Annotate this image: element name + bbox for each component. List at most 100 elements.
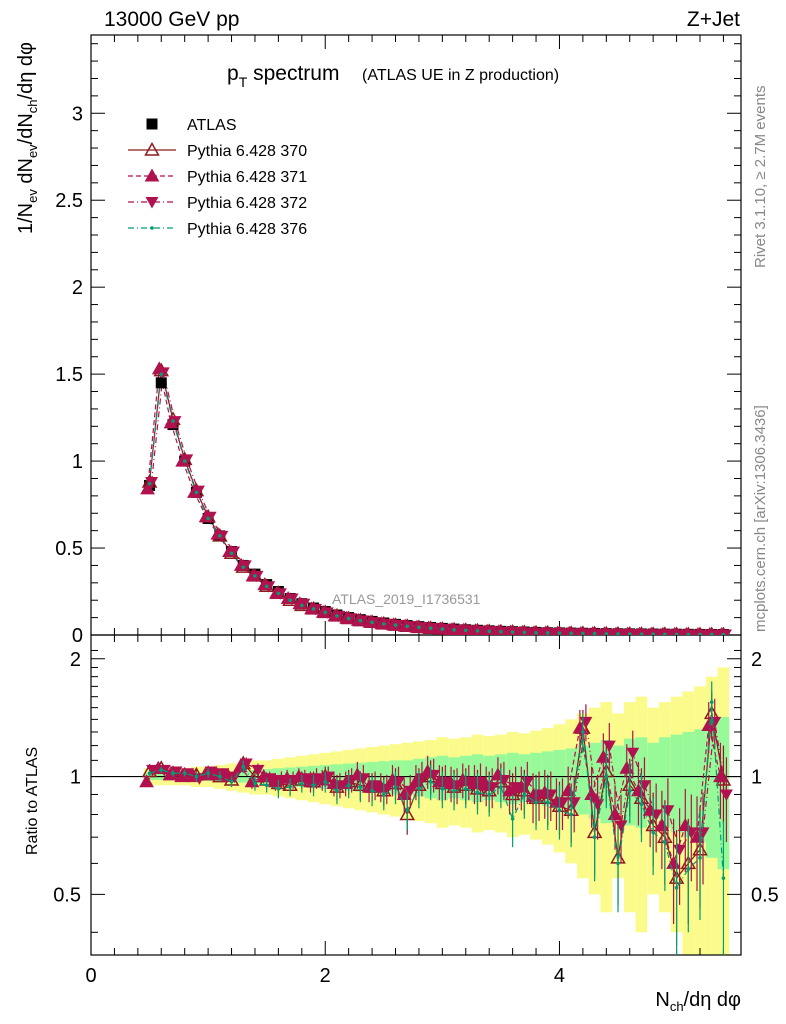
main-y-axis-label: 1/Nev dNev/dNch/dη dφ [15, 42, 40, 234]
ratio-series-point [614, 820, 628, 832]
main-series-point [651, 632, 655, 635]
ratio-series-point [381, 792, 386, 797]
main-series-point [484, 626, 498, 635]
main-series-point [709, 632, 714, 635]
main-series-point [206, 516, 210, 521]
inner-uncertainty-band [647, 742, 660, 819]
ratio-series-point [264, 783, 269, 788]
main-series-point [297, 598, 311, 611]
ratio-plot-frame [90, 634, 742, 956]
inner-uncertainty-band [612, 745, 624, 815]
ratio-series-point [274, 774, 288, 787]
inner-uncertainty-band [705, 721, 718, 858]
ratio-y-tick-label-right: 0.5 [751, 884, 779, 906]
main-series-point [496, 626, 510, 635]
ratio-series-point [499, 785, 503, 789]
ratio-series-point [545, 800, 550, 805]
main-series-point [288, 598, 292, 603]
main-series-point [180, 454, 194, 466]
legend-label: Pythia 6.428 370 [187, 143, 307, 160]
main-series-point [557, 631, 562, 635]
ratio-series-point [502, 783, 517, 797]
ratio-series-point [218, 774, 222, 779]
main-series-point [569, 631, 573, 635]
ratio-series-point [241, 764, 246, 769]
inner-uncertainty-band [553, 749, 566, 809]
chart-subtitle: (ATLAS UE in Z production) [362, 67, 559, 84]
ratio-series-point [335, 788, 339, 793]
legend-marker [146, 118, 158, 130]
main-y-tick-label: 2.5 [55, 190, 83, 212]
main-series-point [367, 617, 381, 629]
main-series-point [227, 546, 241, 559]
x-tick-label: 4 [554, 965, 565, 987]
main-series-point [440, 627, 445, 631]
main-series-point [370, 620, 374, 625]
main-series-point [379, 618, 393, 631]
main-series-point [545, 631, 550, 635]
inner-uncertainty-band [670, 734, 683, 833]
ratio-series-point [591, 799, 605, 811]
ratio-series-point [698, 856, 702, 860]
main-series-point [391, 619, 405, 632]
ratio-series-point [139, 774, 154, 788]
main-series-point [168, 416, 182, 428]
main-series-point [346, 616, 351, 621]
ratio-series-line [149, 702, 725, 890]
ratio-series-point [428, 779, 433, 784]
main-series-point [300, 603, 304, 608]
ratio-series-point [592, 835, 597, 839]
atlas-data-point [155, 377, 167, 389]
main-series-point [475, 629, 480, 633]
inner-uncertainty-band [659, 737, 671, 828]
main-series-point [250, 570, 264, 583]
main-series-point [381, 622, 386, 626]
main-series-point [674, 632, 679, 635]
legend: ATLAS Pythia 6.428 370 Pythia 6.428 371 Pyt… [128, 117, 307, 238]
main-series-point [218, 534, 222, 538]
ratio-series-point [626, 747, 640, 760]
ratio-series-point [229, 779, 234, 784]
legend-marker [145, 197, 159, 209]
ratio-series-point [159, 768, 164, 772]
main-series-point [487, 629, 491, 634]
ratio-series-point [452, 788, 456, 793]
main-series-point [449, 624, 463, 635]
main-series-point [191, 485, 205, 498]
main-series-point [159, 372, 164, 376]
x-tick-label: 0 [85, 965, 96, 987]
main-series-point [510, 630, 515, 634]
ratio-series-point [719, 789, 733, 801]
main-series-point [522, 630, 527, 635]
title-main: p [227, 62, 239, 85]
legend-marker [144, 168, 160, 182]
ratio-series-point [569, 812, 573, 817]
chart-title: pT spectrum (ATLAS UE in Z production) [227, 62, 559, 90]
main-series-point [140, 481, 155, 495]
ratio-series-point [534, 800, 538, 805]
main-series-point [581, 631, 585, 635]
x-tick-label: 2 [320, 965, 331, 987]
legend-label: Pythia 6.428 371 [187, 169, 307, 186]
ratio-y-tick-label-right: 2 [751, 649, 762, 671]
header-left-label: 13000 GeV pp [104, 8, 240, 31]
ratio-series-point [323, 779, 328, 784]
main-series-point [402, 621, 416, 633]
mcplots-label: mcplots.cern.ch [arXiv:1306.3436] [752, 405, 769, 632]
main-series-point [639, 632, 644, 635]
ratio-series-point [358, 785, 363, 789]
legend-marker [144, 141, 160, 156]
main-series-point [721, 632, 726, 635]
main-series-point [414, 622, 428, 634]
ratio-series-point [346, 783, 351, 788]
main-series-point [285, 593, 299, 605]
ratio-series-point [674, 885, 679, 890]
main-series-point [461, 625, 475, 635]
main-series-point [203, 511, 217, 524]
ratio-series-point [604, 774, 609, 779]
ratio-series-point [182, 771, 187, 776]
main-series-point [273, 588, 287, 600]
ratio-series-point [627, 788, 632, 793]
main-series-point [171, 419, 175, 423]
